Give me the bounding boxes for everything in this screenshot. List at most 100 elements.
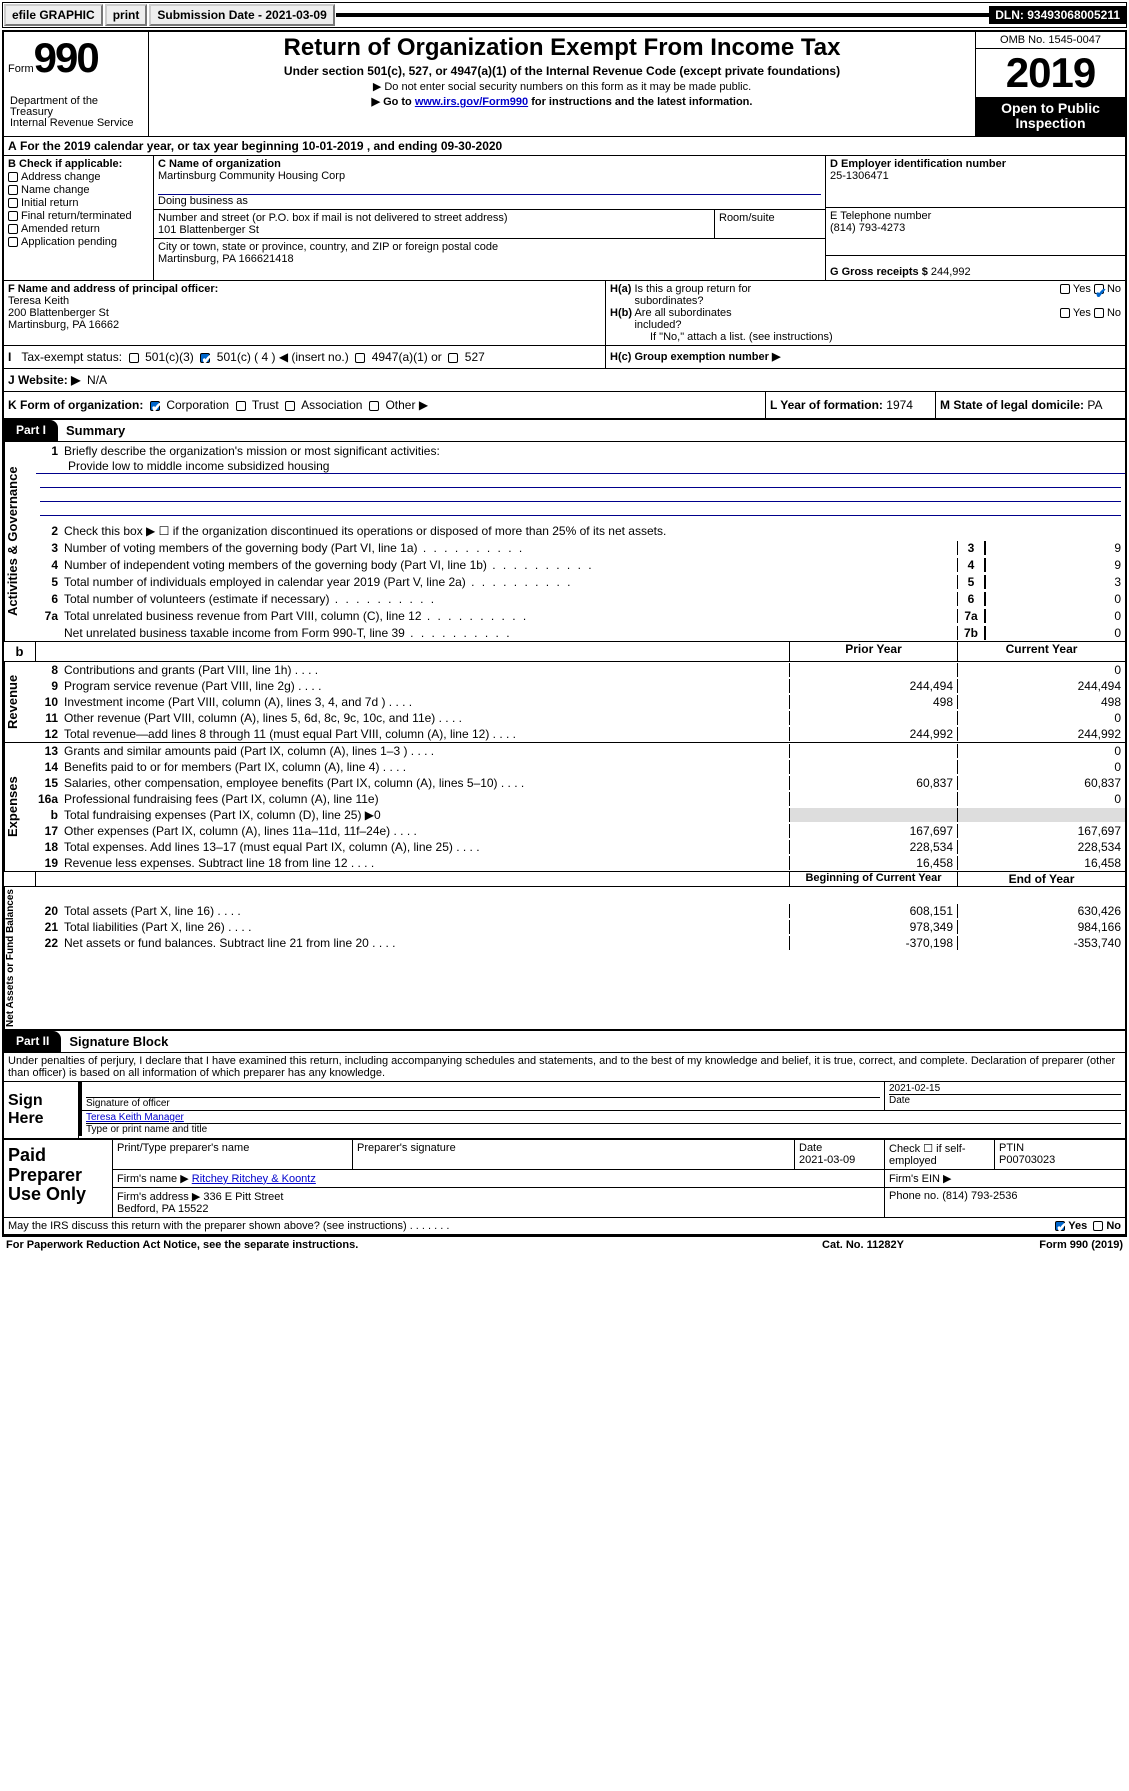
- chk-amended-return[interactable]: Amended return: [8, 223, 149, 235]
- exp-line-15: 15Salaries, other compensation, employee…: [36, 775, 1125, 791]
- chk-final-return[interactable]: Final return/terminated: [8, 210, 149, 222]
- sig-date: 2021-02-15: [889, 1083, 1121, 1094]
- chk-527[interactable]: [448, 353, 458, 363]
- form-title: Return of Organization Exempt From Incom…: [157, 34, 967, 62]
- chk-corporation[interactable]: ✔: [150, 401, 160, 411]
- efile-topbar: efile GRAPHIC print Submission Date - 20…: [2, 2, 1127, 28]
- form-ref: Form 990 (2019): [963, 1239, 1123, 1251]
- box-c-address: Number and street (or P.O. box if mail i…: [154, 210, 715, 239]
- side-governance: Activities & Governance: [4, 442, 36, 641]
- period-prefix: A: [8, 139, 17, 153]
- printed-name-label: Type or print name and title: [86, 1123, 1121, 1135]
- chk-name-change[interactable]: Name change: [8, 184, 149, 196]
- side-expenses: Expenses: [4, 743, 36, 871]
- box-d: D Employer identification number 25-1306…: [826, 156, 1125, 208]
- org-name: Martinsburg Community Housing Corp: [158, 170, 345, 182]
- box-h: H(a) Is this a group return for subordin…: [605, 281, 1125, 345]
- gov-line-3: 3Number of voting members of the governi…: [36, 539, 1125, 556]
- officer-addr1: 200 Blattenberger St: [8, 307, 109, 319]
- box-b: B Check if applicable: Address change Na…: [4, 156, 154, 280]
- discuss-text: May the IRS discuss this return with the…: [8, 1220, 407, 1232]
- paperwork-notice: For Paperwork Reduction Act Notice, see …: [6, 1239, 763, 1251]
- sig-officer-label: Signature of officer: [86, 1097, 880, 1109]
- net-line-20: 20Total assets (Part X, line 16) . . . .…: [36, 903, 1125, 919]
- gov-line-7b: Net unrelated business taxable income fr…: [36, 624, 1125, 641]
- officer-name: Teresa Keith: [8, 295, 69, 307]
- efile-graphic-label: efile GRAPHIC: [4, 4, 103, 26]
- part2-header: Part II Signature Block: [4, 1029, 1125, 1052]
- firm-name[interactable]: Ritchey Ritchey & Koontz: [192, 1173, 316, 1185]
- hb-yesno: Yes No: [1060, 307, 1121, 331]
- chk-other[interactable]: [369, 401, 379, 411]
- box-m: M State of legal domicile: PA: [935, 392, 1125, 418]
- firm-ein-label: Firm's EIN ▶: [885, 1170, 1125, 1187]
- phone-value: (814) 793-4273: [830, 222, 905, 234]
- chk-initial-return[interactable]: Initial return: [8, 197, 149, 209]
- paid-preparer-label: Paid Preparer Use Only: [4, 1140, 112, 1217]
- chk-4947[interactable]: [355, 353, 365, 363]
- gross-label: G Gross receipts $: [830, 266, 928, 278]
- hdr-preparer-name: Print/Type preparer's name: [113, 1140, 353, 1169]
- mission-blank-2: [40, 488, 1121, 502]
- gov-line-5: 5Total number of individuals employed in…: [36, 573, 1125, 590]
- box-hc: H(c) Group exemption number ▶: [605, 346, 1125, 368]
- q1-label: Briefly describe the organization's miss…: [64, 444, 1125, 458]
- exp-line-16a: 16aProfessional fundraising fees (Part I…: [36, 791, 1125, 807]
- net-line-22: 22Net assets or fund balances. Subtract …: [36, 935, 1125, 951]
- gov-line-4: 4Number of independent voting members of…: [36, 556, 1125, 573]
- hdr-end-year: End of Year: [957, 872, 1125, 886]
- rev-line-10: 10Investment income (Part VIII, column (…: [36, 694, 1125, 710]
- gov-line-7a: 7aTotal unrelated business revenue from …: [36, 607, 1125, 624]
- box-c-city: City or town, state or province, country…: [154, 239, 825, 267]
- chk-trust[interactable]: [236, 401, 246, 411]
- hdr-prior-year: Prior Year: [789, 642, 957, 661]
- dba-label: Doing business as: [158, 195, 248, 207]
- chk-application-pending[interactable]: Application pending: [8, 236, 149, 248]
- begin-end-header: Beginning of Current Year End of Year: [4, 871, 1125, 887]
- box-l: L Year of formation: 1974: [765, 392, 935, 418]
- sig-date-label: Date: [889, 1094, 1121, 1106]
- box-c-label: C Name of organization: [158, 158, 281, 170]
- part1-tab: Part I: [4, 420, 58, 441]
- rev-line-9: 9Program service revenue (Part VIII, lin…: [36, 678, 1125, 694]
- instructions-link[interactable]: www.irs.gov/Form990: [415, 96, 528, 108]
- tax-year: 2019: [976, 49, 1125, 97]
- officer-printed-name[interactable]: Teresa Keith Manager: [86, 1112, 184, 1123]
- tax-period-row: A For the 2019 calendar year, or tax yea…: [4, 136, 1125, 155]
- box-g: G Gross receipts $ 244,992: [826, 256, 1125, 280]
- exp-line-18: 18Total expenses. Add lines 13–17 (must …: [36, 839, 1125, 855]
- form-number: 990: [34, 34, 98, 81]
- hdr-ptin: PTIN: [999, 1142, 1024, 1154]
- firm-phone-label: Phone no.: [889, 1190, 939, 1202]
- net-line-21: 21Total liabilities (Part X, line 26) . …: [36, 919, 1125, 935]
- form-footer: For Paperwork Reduction Act Notice, see …: [2, 1236, 1127, 1253]
- exp-line-17: 17Other expenses (Part IX, column (A), l…: [36, 823, 1125, 839]
- department-label: Department of the Treasury Internal Reve…: [8, 94, 144, 131]
- chk-501c[interactable]: ✔: [200, 353, 210, 363]
- omb-number: OMB No. 1545-0047: [976, 32, 1125, 49]
- chk-501c3[interactable]: [129, 353, 139, 363]
- phone-label: E Telephone number: [830, 210, 931, 222]
- side-netassets: Net Assets or Fund Balances: [4, 887, 36, 1029]
- chk-address-change[interactable]: Address change: [8, 171, 149, 183]
- print-button[interactable]: print: [105, 4, 148, 26]
- goto-suffix: for instructions and the latest informat…: [528, 96, 752, 108]
- rev-line-8: 8Contributions and grants (Part VIII, li…: [36, 662, 1125, 678]
- discuss-yes-check[interactable]: ✔: [1055, 1221, 1065, 1231]
- exp-line-b: bTotal fundraising expenses (Part IX, co…: [36, 807, 1125, 823]
- ha-yesno: Yes ✔No: [1060, 283, 1121, 307]
- chk-association[interactable]: [285, 401, 295, 411]
- hdr-prep-date-label: Date: [799, 1142, 822, 1154]
- gov-line-6: 6Total number of volunteers (estimate if…: [36, 590, 1125, 607]
- box-c-name: C Name of organization Martinsburg Commu…: [154, 156, 825, 210]
- firm-addr-label: Firm's address ▶: [117, 1191, 200, 1203]
- submission-date-label: Submission Date - 2021-03-09: [149, 4, 334, 26]
- rev-line-11: 11Other revenue (Part VIII, column (A), …: [36, 710, 1125, 726]
- ein-label: D Employer identification number: [830, 158, 1006, 170]
- discuss-no-check[interactable]: [1093, 1221, 1103, 1231]
- form-word: Form: [8, 63, 34, 75]
- rev-line-12: 12Total revenue—add lines 8 through 11 (…: [36, 726, 1125, 742]
- room-suite: Room/suite: [715, 210, 825, 239]
- hdr-begin-year: Beginning of Current Year: [789, 872, 957, 886]
- part2-tab: Part II: [4, 1031, 61, 1052]
